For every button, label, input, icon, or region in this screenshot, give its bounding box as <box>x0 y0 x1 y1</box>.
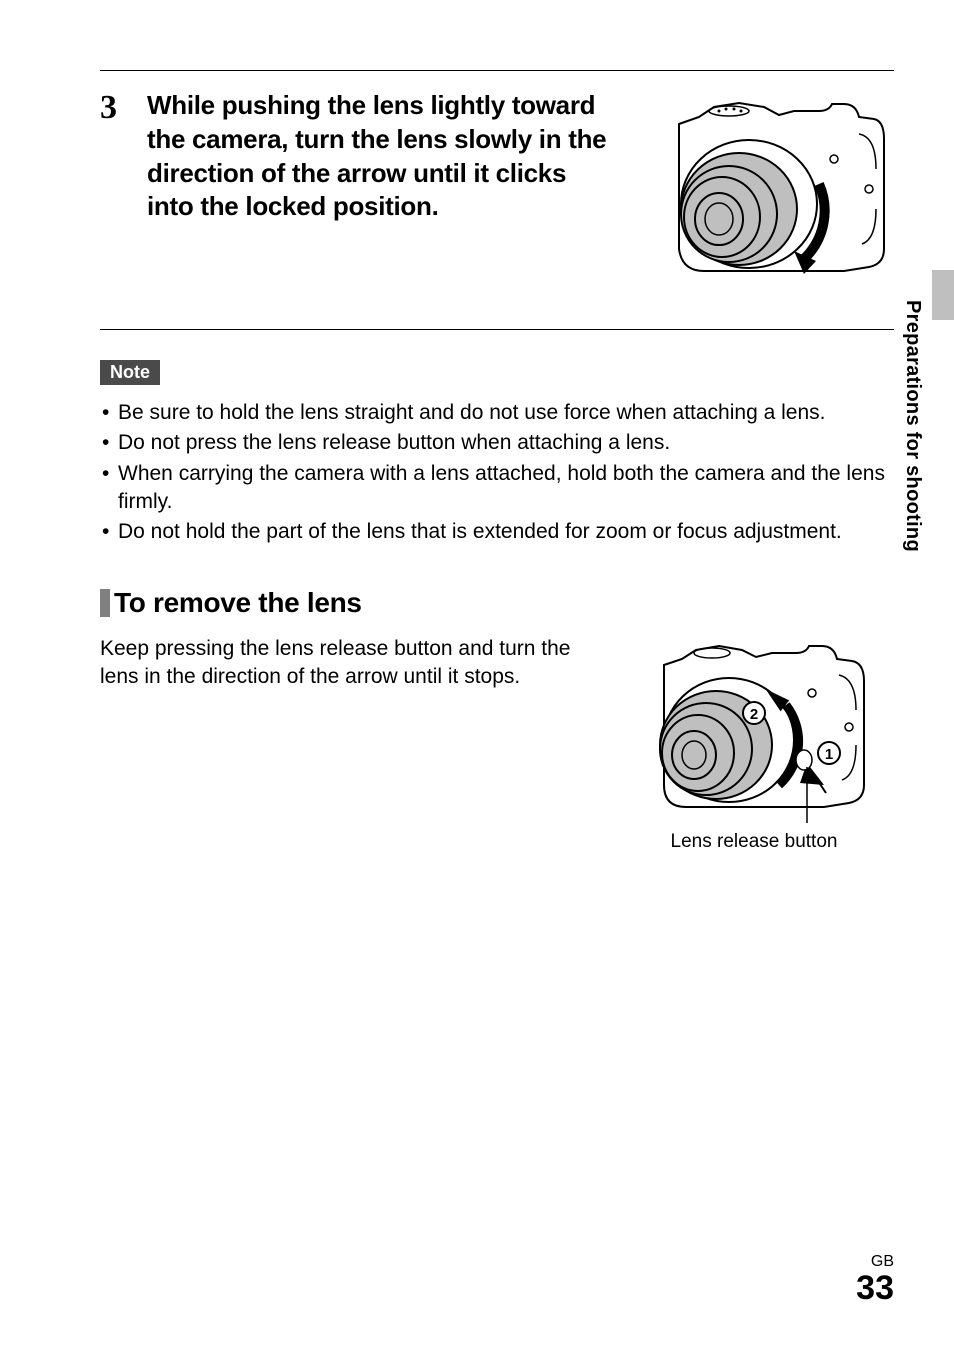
note-item: When carrying the camera with a lens att… <box>100 460 894 517</box>
step-3-row: 3 While pushing the lens lightly toward … <box>100 89 894 299</box>
remove-lens-row: Keep pressing the lens release button an… <box>100 635 894 853</box>
svg-text:1: 1 <box>825 746 833 763</box>
note-item: Do not hold the part of the lens that is… <box>100 518 894 546</box>
camera-remove-icon: 2 1 <box>624 635 884 825</box>
note-label: Note <box>100 360 160 385</box>
note-item: Do not press the lens release button whe… <box>100 429 894 457</box>
note-list: Be sure to hold the lens straight and do… <box>100 399 894 547</box>
remove-lens-text: Keep pressing the lens release button an… <box>100 635 584 692</box>
page-content: 3 While pushing the lens lightly toward … <box>0 0 954 1345</box>
divider-top <box>100 70 894 71</box>
figure-caption: Lens release button <box>614 831 894 853</box>
remove-lens-figure-wrap: 2 1 Lens release button <box>614 635 894 853</box>
attach-lens-figure <box>644 89 894 299</box>
subsection-bar-icon <box>100 589 110 617</box>
subsection-heading: To remove the lens <box>100 587 894 619</box>
subsection-title: To remove the lens <box>114 587 362 619</box>
step-number: 3 <box>100 91 117 125</box>
remove-lens-figure: 2 1 <box>624 635 884 825</box>
page-footer: GB 33 <box>856 1253 894 1305</box>
divider-mid <box>100 329 894 330</box>
svg-text:2: 2 <box>750 706 758 723</box>
camera-attach-icon <box>644 89 894 299</box>
footer-page-number: 33 <box>856 1271 894 1305</box>
step-text: While pushing the lens lightly toward th… <box>147 89 614 224</box>
note-item: Be sure to hold the lens straight and do… <box>100 399 894 427</box>
